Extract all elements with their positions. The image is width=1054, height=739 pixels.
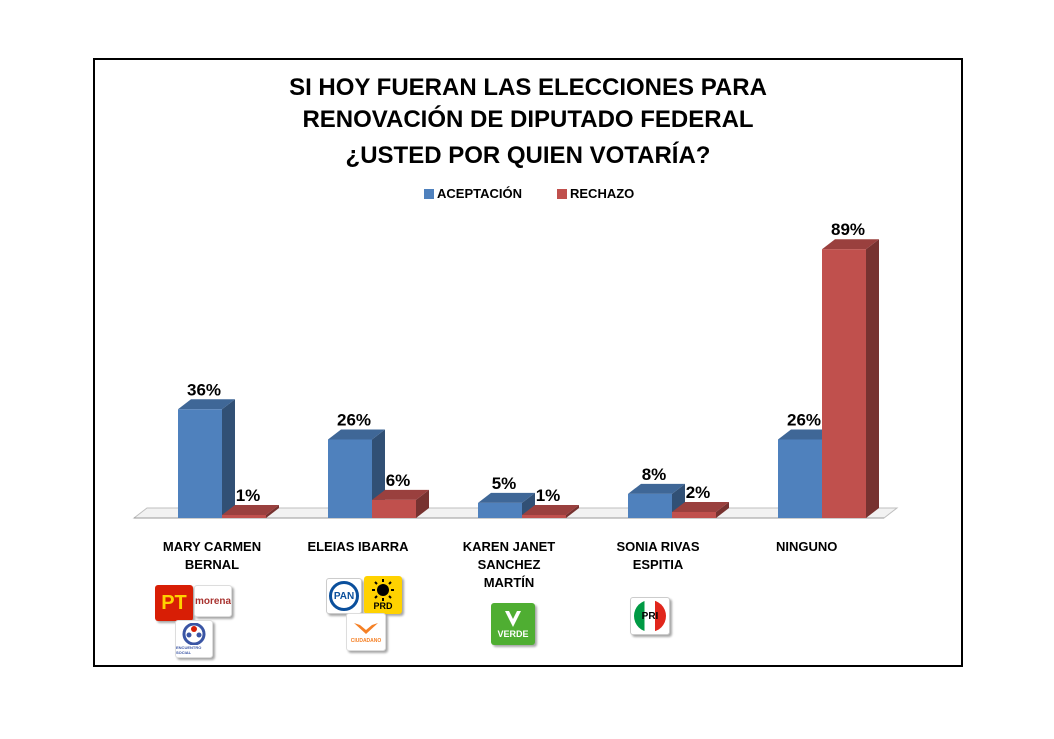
data-label-aceptacion-4: 26%	[787, 410, 821, 429]
category-label-line: SONIA RIVAS	[616, 539, 700, 554]
chart-title-line-3: ¿USTED POR QUIEN VOTARÍA?	[345, 142, 711, 169]
bar-front	[822, 249, 866, 518]
bar-top	[628, 483, 685, 494]
pan-logo: PAN	[326, 578, 362, 614]
bar-aceptacion-0	[178, 399, 235, 518]
chart-title-line-1: SI HOY FUERAN LAS ELECCIONES PARA	[289, 74, 767, 101]
category-label-line: KAREN JANET	[462, 539, 556, 554]
category-label-line: SANCHEZ	[477, 557, 541, 572]
verde-toucan-icon	[505, 611, 521, 627]
encuentro-social-logo: ENCUENTRO SOCIAL	[175, 620, 213, 658]
bar-rechazo-4	[822, 239, 879, 518]
legend-swatch-aceptacion	[424, 189, 434, 199]
data-label-aceptacion-3: 8%	[642, 465, 667, 484]
pri-logo-text: PRI	[641, 610, 659, 622]
chart-frame	[93, 58, 963, 667]
bar-front	[522, 514, 566, 518]
data-label-aceptacion-2: 5%	[492, 474, 517, 493]
pan-logo-circle: PAN	[329, 581, 359, 611]
bar-front	[672, 511, 716, 518]
bar-rechazo-1	[372, 489, 429, 518]
data-label-aceptacion-1: 26%	[337, 410, 371, 429]
bar-top	[178, 399, 235, 410]
category-label-3: SONIA RIVAS ESPITIA	[598, 538, 718, 574]
legend-swatch-rechazo	[557, 189, 567, 199]
pri-logo: PRI	[630, 597, 670, 635]
data-label-rechazo-4: 89%	[831, 220, 865, 239]
pt-logo-text: PT	[161, 591, 187, 614]
encuentro-social-icon	[182, 623, 206, 645]
bar-front	[178, 409, 222, 518]
data-label-aceptacion-0: 36%	[187, 380, 221, 399]
category-label-line: ESPITIA	[632, 557, 684, 572]
category-label-line: MARY CARMEN	[162, 539, 262, 554]
movimiento-ciudadano-logo-text: CIUDADANO	[350, 638, 382, 644]
data-label-rechazo-0: 1%	[236, 486, 261, 505]
bar-front	[778, 439, 822, 518]
prd-logo-text: PRD	[373, 601, 393, 611]
bar-top	[672, 501, 729, 512]
prd-sun-icon	[372, 579, 394, 601]
pt-logo: PT	[155, 585, 193, 621]
bar-side	[222, 399, 235, 518]
movimiento-ciudadano-logo: CIUDADANO	[346, 613, 386, 651]
data-label-rechazo-1: 6%	[386, 471, 411, 490]
bar-front	[328, 439, 372, 518]
data-label-rechazo-2: 1%	[536, 486, 561, 505]
category-label-4: NINGUNO	[776, 538, 856, 556]
movimiento-ciudadano-eagle-icon	[354, 623, 378, 634]
pri-logo-circle: PRI	[634, 600, 666, 632]
bar-top	[222, 504, 279, 515]
bar-top	[778, 429, 835, 440]
bar-side	[566, 504, 579, 518]
chart-legend: ACEPTACIÓN RECHAZO	[0, 185, 1054, 203]
legend-label-aceptacion: ACEPTACIÓN	[437, 186, 522, 201]
bar-top	[478, 492, 535, 503]
verde-logo: VERDE	[491, 603, 535, 645]
bar-front	[478, 502, 522, 518]
bar-aceptacion-3	[628, 483, 685, 518]
bar-side	[266, 504, 279, 518]
category-label-line: MARTÍN	[483, 575, 535, 590]
morena-logo: morena	[194, 585, 232, 617]
encuentro-social-logo-text: ENCUENTRO SOCIAL	[176, 645, 202, 655]
chart-title-line-2: RENOVACIÓN DE DIPUTADO FEDERAL	[302, 106, 754, 133]
category-label-line: ELEIAS IBARRA	[307, 539, 409, 554]
legend-label-rechazo: RECHAZO	[570, 186, 635, 201]
bar-top	[328, 429, 385, 440]
bar-front	[222, 514, 266, 518]
category-label-line: BERNAL	[184, 557, 240, 572]
bar-top	[822, 239, 879, 250]
category-label-0: MARY CARMEN BERNAL	[152, 538, 272, 574]
bar-rechazo-2	[522, 504, 579, 518]
bar-top	[522, 504, 579, 515]
bar-side	[522, 492, 535, 518]
prd-logo: PRD	[364, 576, 402, 614]
pan-logo-text: PAN	[333, 590, 355, 602]
bar-aceptacion-2	[478, 492, 535, 518]
category-label-2: KAREN JANET SANCHEZ MARTÍN	[449, 538, 569, 592]
category-label-1: ELEIAS IBARRA	[298, 538, 418, 556]
data-label-rechazo-3: 2%	[686, 483, 711, 502]
bar-rechazo-0	[222, 504, 279, 518]
bar-front	[628, 493, 672, 518]
bar-side	[716, 501, 729, 518]
morena-logo-text: morena	[194, 595, 232, 607]
bar-side	[416, 489, 429, 518]
verde-logo-text: VERDE	[497, 629, 529, 639]
bar-top	[372, 489, 429, 500]
bar-side	[866, 239, 879, 518]
bar-front	[372, 499, 416, 518]
bar-rechazo-3	[672, 501, 729, 518]
category-label-line: NINGUNO	[776, 539, 838, 554]
